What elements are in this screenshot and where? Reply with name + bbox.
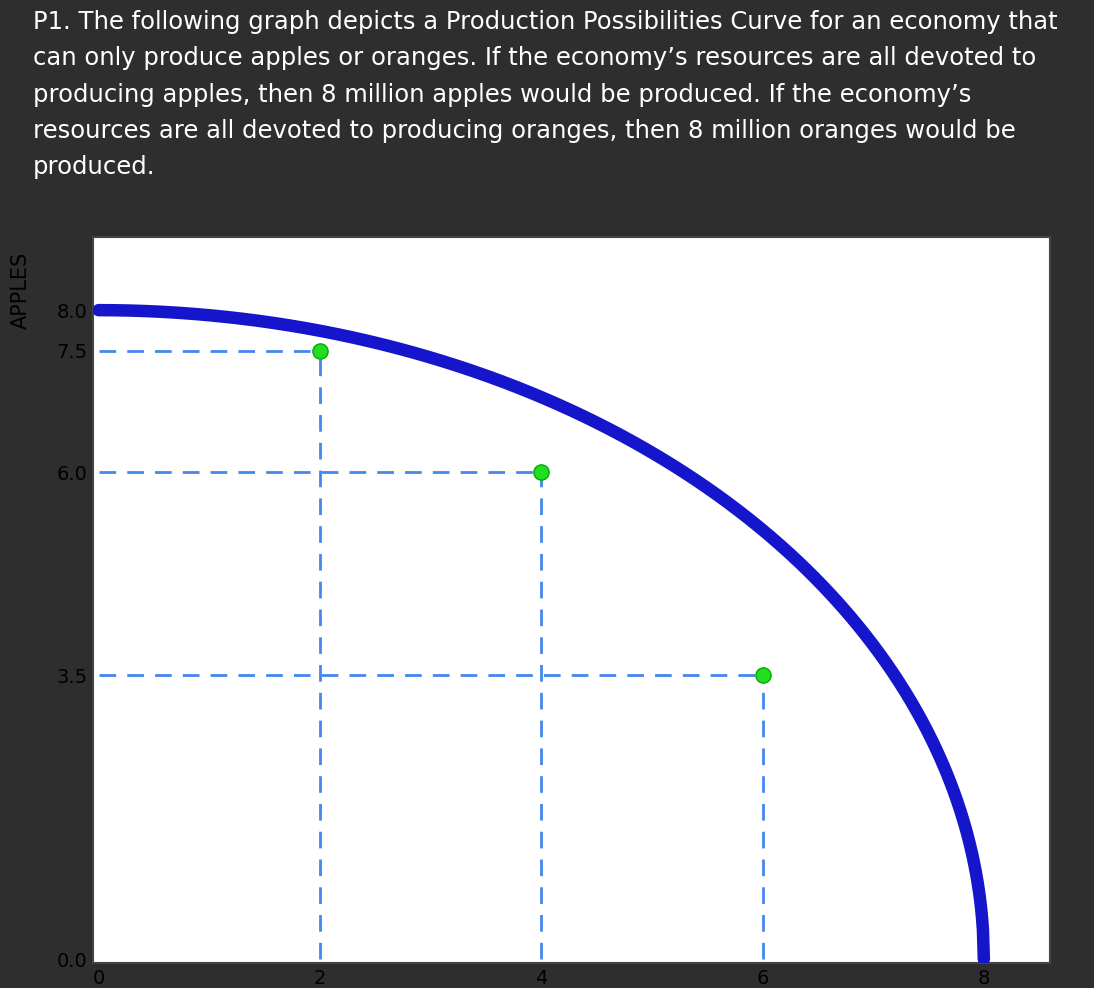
Point (533, 464, 550, 480)
Point (754, 667, 771, 683)
Text: P1. The following graph depicts a Production Possibilities Curve for an economy : P1. The following graph depicts a Produc… (33, 10, 1058, 179)
Point (311, 343, 328, 359)
Text: APPLES: APPLES (11, 252, 32, 329)
